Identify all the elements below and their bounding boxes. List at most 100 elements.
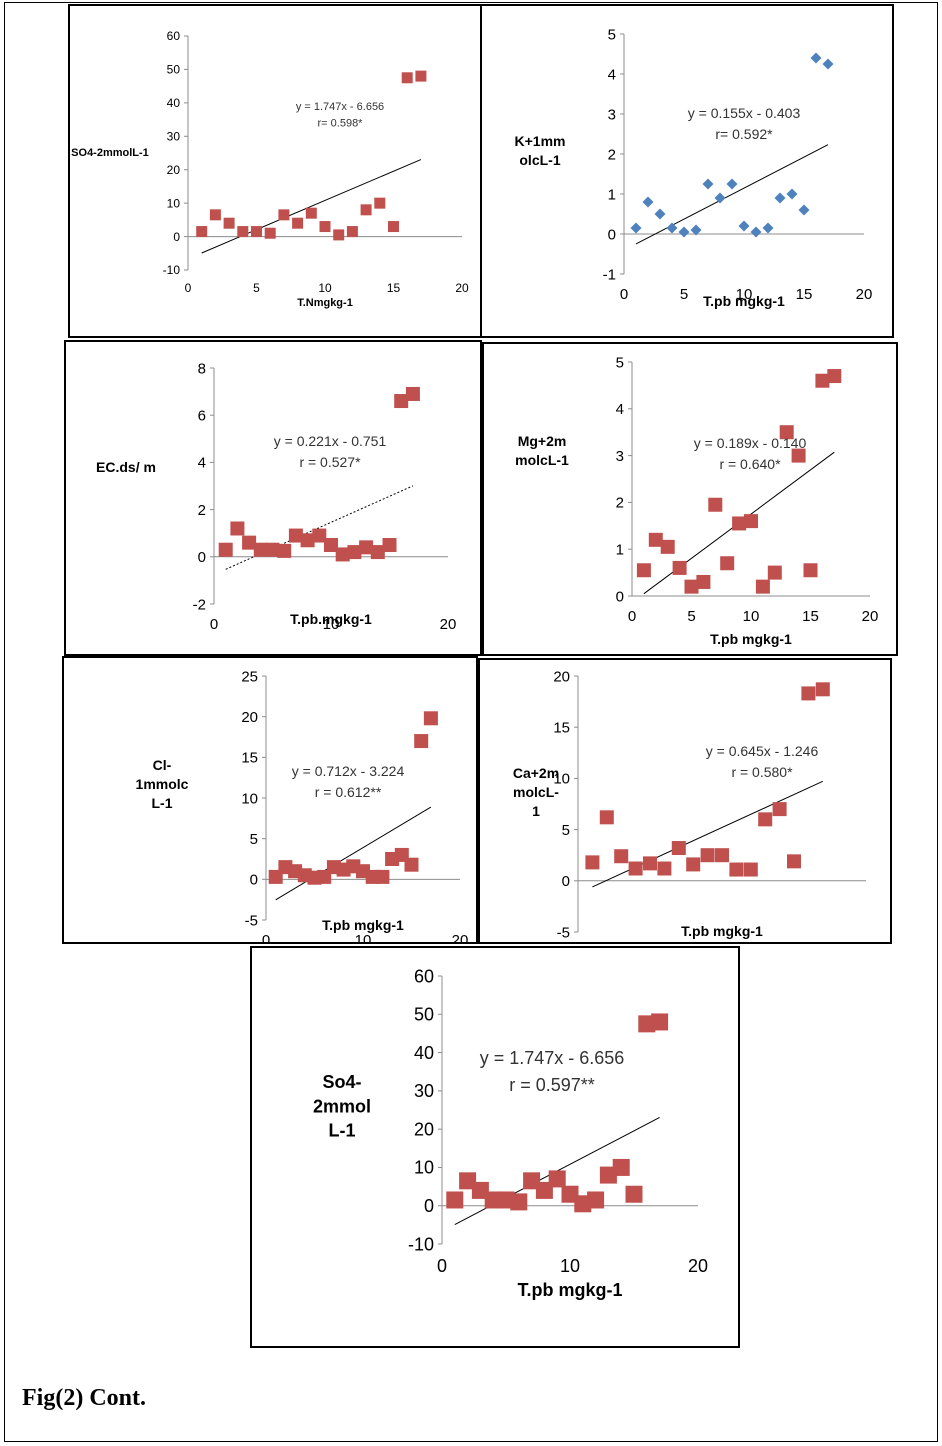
data-point	[758, 812, 773, 827]
x-tick-label: 0	[620, 286, 628, 303]
chart-panel-ec: -2 0 2 4 6 8 0 10 20 EC.ds/ m T.pb.mgkg-1 y = 0.221…	[64, 340, 482, 656]
data-point	[732, 516, 747, 531]
data-point	[690, 224, 702, 236]
y-tick-label: 5	[608, 26, 616, 43]
y-axis-label: Mg+2m molcL-1	[515, 433, 569, 468]
y-tick-label: 0	[198, 549, 206, 566]
trend-line	[275, 806, 432, 901]
data-point	[359, 540, 374, 555]
data-point	[360, 204, 372, 216]
regression-equation: y = 0.189x - 0.140	[694, 435, 807, 451]
x-axis-label: T.pb mgkg-1	[710, 631, 792, 647]
data-point	[375, 869, 390, 884]
data-point	[405, 386, 420, 401]
data-point	[678, 226, 690, 238]
x-tick-label: 15	[796, 286, 813, 303]
data-point	[459, 1172, 477, 1190]
data-point	[561, 1185, 579, 1203]
data-point	[815, 682, 830, 697]
x-axis-label: T.pb mgkg-1	[681, 923, 763, 939]
data-point	[786, 188, 798, 200]
x-axis-label: T.pb.mgkg-1	[290, 611, 372, 627]
y-tick-label: 15	[241, 750, 258, 767]
data-point	[671, 841, 686, 856]
data-point	[587, 1191, 605, 1209]
correlation-coefficient: r = 0.580*	[731, 764, 793, 780]
y-tick-label: 60	[167, 29, 181, 43]
y-tick-label: 2	[608, 146, 616, 163]
data-point	[636, 563, 651, 578]
data-point	[702, 178, 714, 190]
data-point	[218, 542, 233, 557]
x-tick-label: 5	[253, 281, 260, 295]
data-point	[209, 209, 221, 221]
y-tick-label: 15	[553, 719, 570, 736]
data-point	[654, 208, 666, 220]
figure-caption: Fig(2) Cont.	[22, 1385, 146, 1411]
data-point	[404, 857, 419, 872]
x-tick-label: 10	[318, 281, 332, 295]
correlation-coefficient: r= 0.598*	[318, 118, 364, 130]
chart-panel-cl: -5 0 5 10 15 20 25 0 10 20 Cl-1mmolc L-1 T.pb mgkg-1…	[62, 656, 478, 944]
y-axis-label: Cl-1mmolc L-1	[136, 757, 189, 811]
data-point	[300, 533, 315, 548]
x-axis-label: T.pb mgkg-1	[322, 917, 404, 933]
data-point	[574, 1195, 592, 1213]
data-point	[242, 535, 257, 550]
x-tick-label: 5	[680, 286, 688, 303]
y-tick-label: 30	[414, 1081, 434, 1101]
data-point	[628, 861, 643, 876]
x-tick-label: 10	[560, 1256, 580, 1276]
y-tick-label: 50	[167, 63, 181, 77]
y-tick-label: 4	[608, 66, 616, 83]
data-point	[388, 221, 399, 233]
figure-frame	[4, 2, 938, 1442]
data-point	[803, 563, 818, 578]
data-point	[643, 856, 657, 871]
data-point	[312, 528, 327, 543]
data-point	[237, 226, 249, 238]
data-point	[625, 1185, 643, 1203]
y-tick-label: -5	[557, 924, 570, 941]
data-point	[738, 220, 750, 232]
data-point	[810, 52, 822, 64]
data-point	[630, 222, 642, 234]
data-point	[744, 514, 758, 529]
y-tick-label: 5	[616, 354, 624, 371]
data-point	[672, 560, 687, 575]
x-tick-label: 0	[185, 281, 192, 295]
y-tick-label: -10	[163, 263, 181, 277]
x-tick-label: 10	[743, 608, 760, 625]
trend-line	[592, 780, 824, 888]
data-point	[774, 192, 786, 204]
x-tick-label: 20	[856, 286, 873, 303]
trend-line	[635, 144, 829, 245]
data-point	[767, 565, 782, 580]
data-point	[642, 196, 654, 208]
data-point	[484, 1191, 502, 1209]
data-point	[779, 425, 794, 440]
y-tick-label: 6	[198, 407, 206, 424]
regression-equation: y = 1.747x - 6.656	[480, 1048, 625, 1068]
correlation-coefficient: r = 0.612**	[315, 784, 382, 800]
chart-panel-mg: 0 1 2 3 4 5 0 5 10 15 20 Mg+2m molcL-1 T.pb mgkg-1 y =…	[482, 342, 898, 656]
data-point	[638, 1015, 656, 1033]
data-point	[264, 227, 276, 239]
data-point	[666, 222, 678, 234]
y-tick-label: 4	[616, 401, 624, 418]
chart-svg: -10 0 10 20 30 40 50 60 0 5 10 15 20 SO4-2mmolL-1 T.Nm…	[71, 29, 469, 309]
data-point	[265, 542, 280, 557]
data-point	[657, 861, 672, 876]
data-point	[196, 226, 208, 238]
y-tick-label: 0	[424, 1196, 434, 1216]
regression-equation: y = 0.221x - 0.751	[274, 433, 387, 449]
x-tick-label: 0	[437, 1256, 447, 1276]
y-tick-label: 10	[241, 790, 258, 807]
data-point	[471, 1181, 489, 1199]
data-point	[370, 545, 385, 560]
y-tick-label: 50	[414, 1005, 434, 1025]
